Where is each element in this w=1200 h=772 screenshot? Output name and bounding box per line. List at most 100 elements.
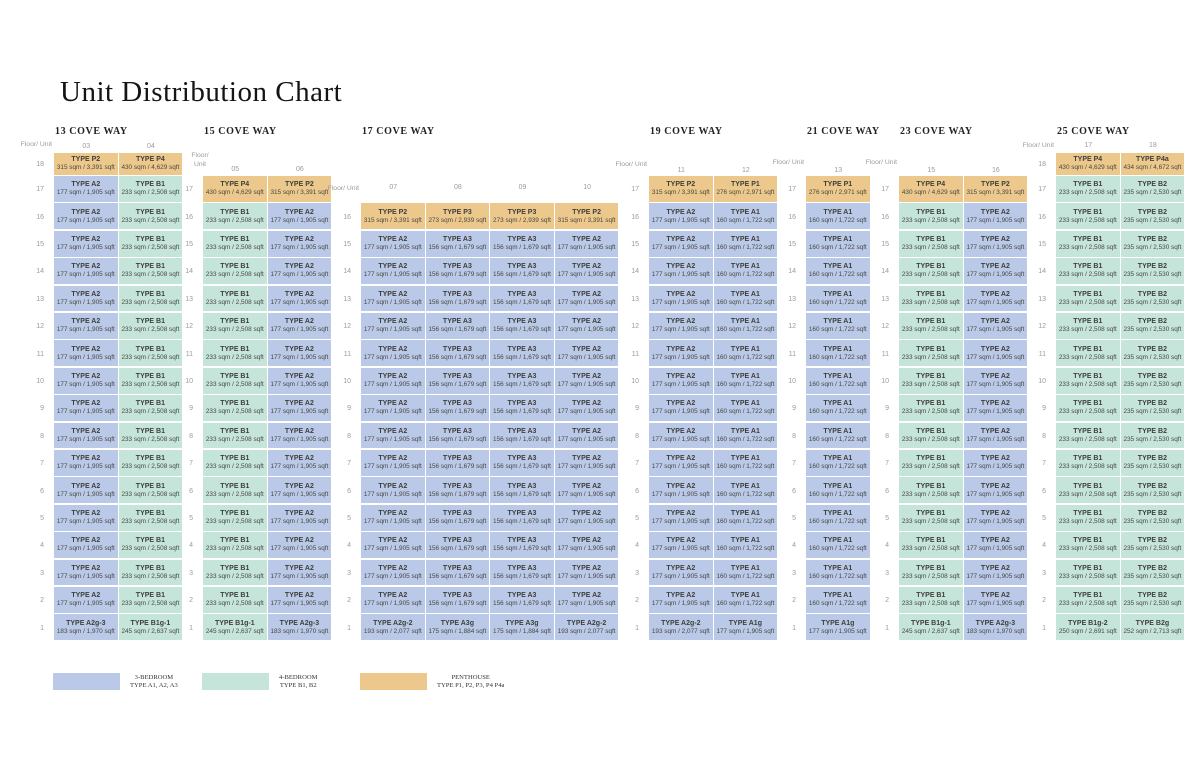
unit-size-label: 177 sqm / 1,905 sqft bbox=[557, 353, 616, 361]
unit-size-label: 177 sqm / 1,905 sqft bbox=[270, 271, 329, 279]
floor-number-label: 12 bbox=[631, 323, 639, 331]
unit-type-label: TYPE A3 bbox=[442, 455, 472, 463]
unit-type-label: TYPE B1 bbox=[220, 564, 250, 572]
unit-type-label: TYPE A1 bbox=[823, 263, 853, 271]
unit-cell: TYPE A2 177 sqm / 1,905 sqft bbox=[554, 258, 619, 285]
floor-number-label: 6 bbox=[347, 487, 351, 495]
unit-type-label: TYPE A1 bbox=[823, 509, 853, 517]
unit-cell: TYPE A3 156 sqm / 1,679 sqft bbox=[425, 532, 490, 559]
unit-type-label: TYPE B1 bbox=[1073, 400, 1103, 408]
unit-cell: TYPE A2 177 sqm / 1,905 sqft bbox=[649, 395, 713, 422]
floor-number-label: 16 bbox=[185, 213, 193, 221]
unit-size-label: 177 sqm / 1,905 sqft bbox=[363, 600, 422, 608]
unit-number-label: 04 bbox=[146, 143, 155, 150]
unit-size-label: 156 sqm / 1,679 sqft bbox=[493, 298, 551, 306]
unit-type-label: TYPE P2 bbox=[378, 208, 408, 216]
unit-type-label: TYPE B1 bbox=[916, 537, 946, 545]
unit-type-label: TYPE A3 bbox=[507, 372, 537, 380]
unit-cell: TYPE B1 233 sqm / 2,508 sqft bbox=[203, 422, 267, 449]
unit-type-label: TYPE B1 bbox=[1073, 263, 1103, 271]
unit-cell: TYPE A2 177 sqm / 1,905 sqft bbox=[963, 258, 1028, 285]
unit-number-label: 17 bbox=[1084, 142, 1093, 149]
floor-unit-label: Floor/ Unit bbox=[865, 159, 897, 166]
unit-type-label: TYPE A3 bbox=[507, 509, 537, 517]
unit-type-label: TYPE A2 bbox=[666, 592, 696, 600]
unit-number-label: 12 bbox=[741, 167, 750, 174]
floor-number-label: 17 bbox=[185, 186, 193, 194]
unit-cell: TYPE P3 273 sqm / 2,939 sqft bbox=[425, 203, 490, 230]
unit-size-label: 156 sqm / 1,679 sqft bbox=[428, 463, 487, 471]
legend-label-line2: TYPE P1, P2, P3, P4 P4a bbox=[437, 681, 505, 689]
unit-type-label: TYPE A2 bbox=[71, 235, 101, 243]
unit-size-label: 233 sqm / 2,508 sqft bbox=[1058, 408, 1117, 416]
unit-size-label: 177 sqm / 1,905 sqft bbox=[363, 353, 422, 361]
floor-number-label: 6 bbox=[189, 487, 193, 495]
unit-type-label: TYPE B2 bbox=[1137, 455, 1167, 463]
unit-size-label: 233 sqm / 2,508 sqft bbox=[901, 271, 960, 279]
unit-size-label: 156 sqm / 1,679 sqft bbox=[493, 243, 551, 251]
floor-number-label: 6 bbox=[1042, 487, 1046, 495]
unit-size-label: 235 sqm / 2,530 sqft bbox=[1123, 271, 1182, 279]
unit-cell: TYPE A2 177 sqm / 1,905 sqft bbox=[267, 422, 332, 449]
unit-size-label: 156 sqm / 1,679 sqft bbox=[428, 380, 487, 388]
unit-type-label: TYPE B1 bbox=[916, 482, 946, 490]
unit-size-label: 177 sqm / 1,905 sqft bbox=[363, 271, 422, 279]
unit-type-label: TYPE A2 bbox=[572, 564, 602, 572]
unit-cell: TYPE A2 177 sqm / 1,905 sqft bbox=[54, 477, 118, 504]
unit-cell: TYPE A1g 177 sqm / 1,905 sqft bbox=[713, 614, 778, 641]
unit-type-label: TYPE A1 bbox=[823, 290, 853, 298]
unit-type-label: TYPE A2 bbox=[378, 318, 408, 326]
unit-cell: TYPE A2 177 sqm / 1,905 sqft bbox=[649, 230, 713, 257]
unit-size-label: 183 sqm / 1,970 sqft bbox=[56, 627, 115, 635]
unit-type-label: TYPE B2 bbox=[1137, 290, 1167, 298]
floor-number-label: 13 bbox=[788, 295, 796, 303]
unit-size-label: 177 sqm / 1,905 sqft bbox=[56, 189, 115, 197]
unit-type-label: TYPE A3 bbox=[507, 235, 537, 243]
unit-cell: TYPE A2 177 sqm / 1,905 sqft bbox=[54, 422, 118, 449]
unit-cell: TYPE A2 177 sqm / 1,905 sqft bbox=[361, 532, 425, 559]
floor-number-label: 13 bbox=[36, 295, 44, 303]
unit-type-label: TYPE A2 bbox=[284, 537, 314, 545]
unit-type-label: TYPE A2 bbox=[284, 564, 314, 572]
unit-cell: TYPE B1 233 sqm / 2,508 sqft bbox=[203, 450, 267, 476]
unit-type-label: TYPE B1g-1 bbox=[910, 619, 951, 627]
unit-cell: TYPE B1 233 sqm / 2,508 sqft bbox=[118, 176, 183, 202]
floor-number-label: 13 bbox=[1038, 295, 1046, 303]
unit-type-label: TYPE A3 bbox=[442, 564, 472, 572]
unit-cell: TYPE P4 430 sqm / 4,629 sqft bbox=[203, 176, 267, 202]
building-header: 19 COVE WAY bbox=[650, 126, 723, 137]
unit-type-label: TYPE A3 bbox=[442, 509, 472, 517]
unit-type-label: TYPE A1 bbox=[823, 455, 853, 463]
unit-size-label: 233 sqm / 2,508 sqft bbox=[901, 463, 960, 471]
floor-number-label: 4 bbox=[1042, 542, 1046, 550]
floor-number-label: 6 bbox=[792, 487, 796, 495]
unit-cell: TYPE A2 177 sqm / 1,905 sqft bbox=[649, 450, 713, 476]
unit-size-label: 177 sqm / 1,905 sqft bbox=[270, 490, 329, 498]
unit-size-label: 177 sqm / 1,905 sqft bbox=[56, 463, 115, 471]
unit-size-label: 177 sqm / 1,905 sqft bbox=[363, 545, 422, 553]
unit-cell: TYPE B2 235 sqm / 2,530 sqft bbox=[1120, 395, 1185, 422]
unit-size-label: 156 sqm / 1,679 sqft bbox=[428, 435, 487, 443]
unit-cell: TYPE A2 177 sqm / 1,905 sqft bbox=[554, 477, 619, 504]
floor-unit-label: Floor/Unit bbox=[191, 152, 209, 168]
unit-cell: TYPE A3 156 sqm / 1,679 sqft bbox=[490, 340, 554, 367]
unit-cell: TYPE P2 315 sqm / 3,391 sqft bbox=[267, 176, 332, 202]
unit-type-label: TYPE B1 bbox=[220, 400, 250, 408]
unit-type-label: TYPE A1 bbox=[730, 345, 760, 353]
floor-number-label: 5 bbox=[635, 514, 639, 522]
unit-size-label: 233 sqm / 2,508 sqft bbox=[121, 271, 180, 279]
unit-size-label: 177 sqm / 1,905 sqft bbox=[56, 572, 115, 580]
unit-size-label: 160 sqm / 1,722 sqft bbox=[808, 545, 867, 553]
unit-cell: TYPE B1 233 sqm / 2,508 sqft bbox=[118, 587, 183, 613]
unit-cell: TYPE A2 177 sqm / 1,905 sqft bbox=[649, 559, 713, 586]
unit-type-label: TYPE A1 bbox=[730, 455, 760, 463]
unit-type-label: TYPE A2 bbox=[71, 537, 101, 545]
unit-cell: TYPE B1 233 sqm / 2,508 sqft bbox=[1056, 367, 1120, 394]
unit-size-label: 177 sqm / 1,905 sqft bbox=[270, 435, 329, 443]
unit-type-label: TYPE B1 bbox=[220, 208, 250, 216]
legend-swatch bbox=[360, 673, 427, 690]
unit-type-label: TYPE A2 bbox=[71, 400, 101, 408]
unit-cell: TYPE B1 233 sqm / 2,508 sqft bbox=[118, 532, 183, 559]
unit-size-label: 160 sqm / 1,722 sqft bbox=[716, 298, 775, 306]
unit-size-label: 233 sqm / 2,508 sqft bbox=[901, 243, 960, 251]
